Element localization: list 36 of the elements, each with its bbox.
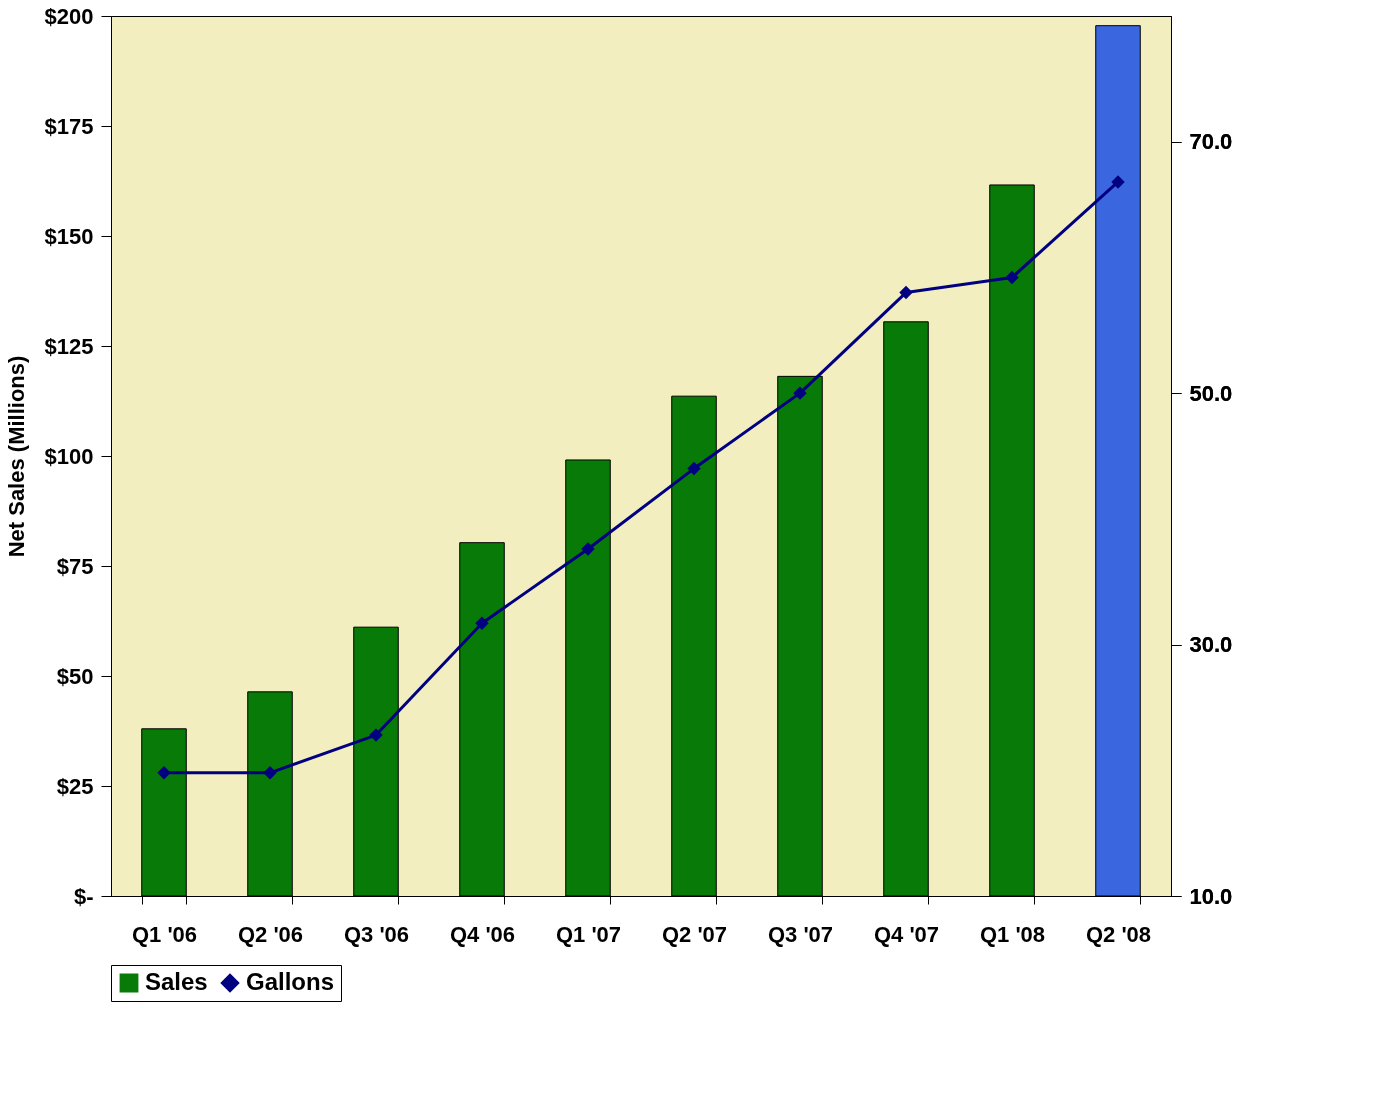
x-tick-label: Q2 '06 — [237, 921, 304, 947]
y-tick-label: $- — [73, 883, 94, 909]
y2-tick-label: 30.0 — [1189, 632, 1233, 658]
y-tick-label: $150 — [44, 223, 94, 249]
x-tick-label: Q4 '07 — [873, 921, 940, 947]
point — [687, 461, 701, 476]
x-tick-label: Q4 '06 — [449, 921, 516, 947]
x-tick-label: Q3 '07 — [767, 921, 834, 947]
point — [157, 766, 171, 780]
y-tick-label: $75 — [56, 553, 94, 579]
x-tick-label: Q2 '07 — [661, 921, 728, 947]
y-tick-label: $200 — [44, 3, 94, 29]
y-tick-label: $125 — [44, 333, 94, 359]
y-tick-label: $175 — [44, 113, 94, 139]
legend-label: Sales — [145, 968, 208, 995]
point — [263, 766, 277, 780]
y-tick-label: $25 — [56, 773, 94, 799]
point — [475, 616, 489, 630]
x-tick-label: Q1 '07 — [555, 921, 622, 947]
x-tick-label: Q1 '08 — [979, 921, 1046, 947]
y2-tick-label: 50.0 — [1189, 380, 1233, 406]
y-tick-label: $50 — [56, 663, 94, 689]
x-tick-label: Q1 '06 — [131, 921, 198, 947]
point — [1111, 175, 1125, 189]
point — [899, 285, 913, 300]
legend-label: Gallons — [246, 968, 335, 995]
point — [793, 386, 807, 400]
point — [369, 728, 383, 742]
x-tick-label: Q3 '06 — [343, 921, 410, 947]
y-axis-title: Net Sales (Millions) — [3, 355, 29, 558]
y-tick-label: $100 — [44, 443, 94, 469]
point — [1005, 270, 1019, 285]
y2-tick-label: 10.0 — [1189, 883, 1233, 909]
x-tick-label: Q2 '08 — [1085, 921, 1152, 947]
point — [581, 542, 595, 556]
y2-tick-label: 70.0 — [1189, 129, 1233, 155]
